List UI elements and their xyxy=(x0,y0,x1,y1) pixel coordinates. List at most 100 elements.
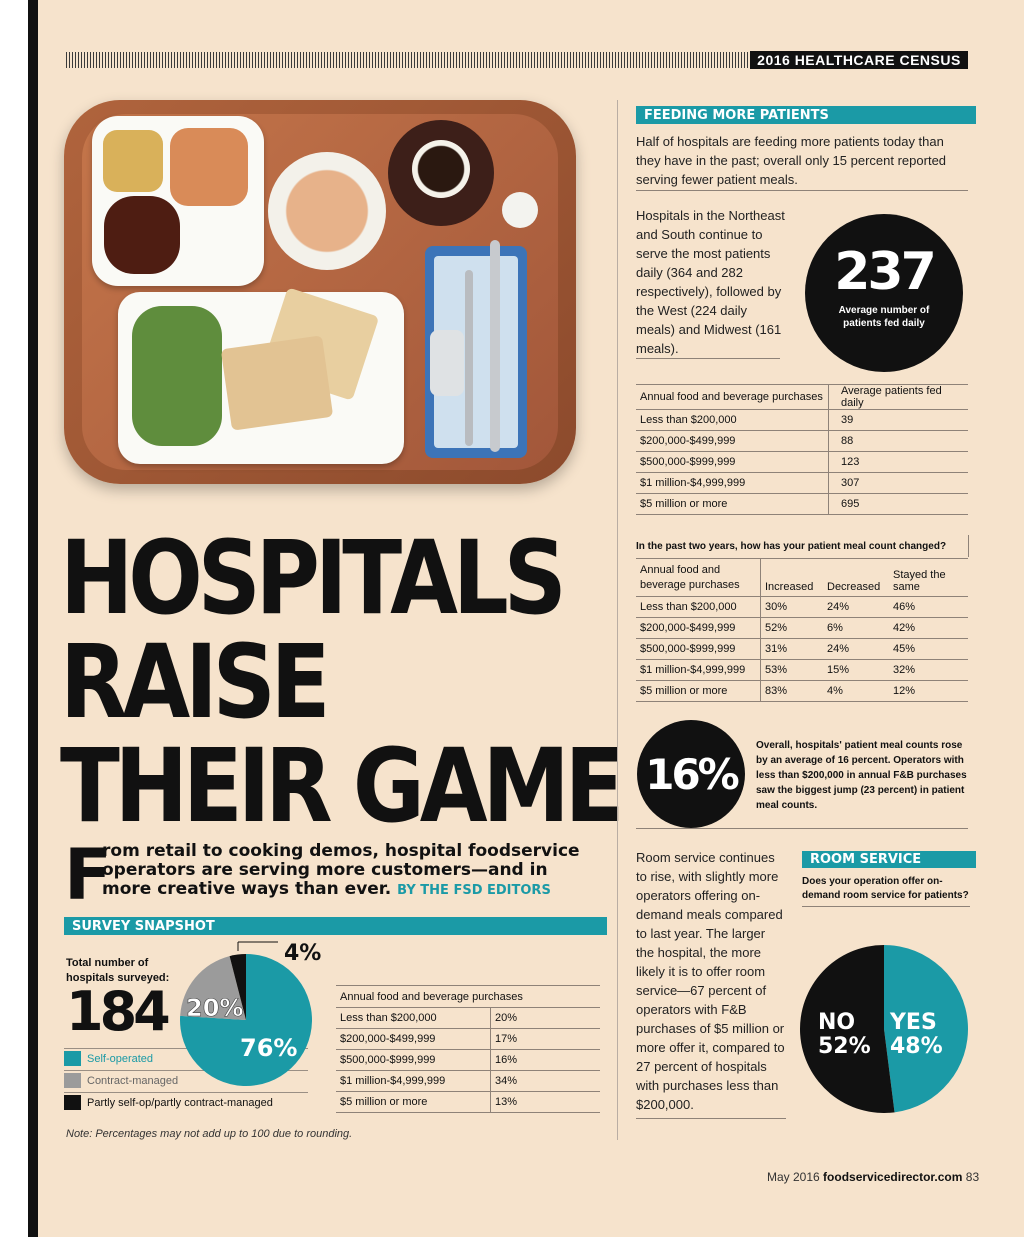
table-cell: 46% xyxy=(889,596,968,618)
table-cell: 17% xyxy=(490,1028,600,1050)
survey-pie-slices xyxy=(180,954,312,1086)
table-header: Increased xyxy=(760,558,823,597)
survey-pie-chart: 4% 20% 76% xyxy=(180,941,321,1086)
pie-slice-yes xyxy=(884,945,968,1113)
table-row: $500,000-$999,999 16% xyxy=(336,1049,600,1071)
table-cell: $1 million-$4,999,999 xyxy=(636,659,761,681)
table-cell: $5 million or more xyxy=(336,1091,491,1113)
table-cell: $200,000-$499,999 xyxy=(636,617,761,639)
total-label-line: hospitals surveyed: xyxy=(66,972,170,984)
headline-line: THEIR GAME xyxy=(60,727,625,846)
legend-item: Partly self-op/partly contract-managed xyxy=(64,1092,308,1112)
table-cell: 12% xyxy=(889,680,968,702)
feeding-regions: Hospitals in the Northeast and South con… xyxy=(636,208,785,356)
legend-swatch xyxy=(64,1095,81,1110)
drop-cap: F xyxy=(64,834,112,916)
survey-title: SURVEY SNAPSHOT xyxy=(64,917,607,935)
table-header: Stayed the same xyxy=(889,558,968,597)
legend-label: Contract-managed xyxy=(87,1074,179,1087)
table-cell: 53% xyxy=(760,659,823,681)
juice-glass xyxy=(103,130,163,192)
deck-body: rom retail to cooking demos, hospital fo… xyxy=(102,841,580,899)
table-header-line: beverage purchases xyxy=(640,578,740,591)
table-cell: 88 xyxy=(828,430,968,452)
divider xyxy=(636,1118,786,1119)
table-row: Less than $200,000 20% xyxy=(336,1007,600,1029)
table-cell: $5 million or more xyxy=(636,680,761,702)
table-cell: 45% xyxy=(889,638,968,660)
table-header: Annual food and beverage purchases xyxy=(636,384,829,410)
feeding-title: FEEDING MORE PATIENTS xyxy=(636,106,976,124)
patients-fed-table: Annual food and beverage purchases Averag… xyxy=(636,384,968,515)
legend-label: Self-operated xyxy=(87,1052,154,1065)
table-row: $5 million or more 695 xyxy=(636,493,968,515)
table-cell: Less than $200,000 xyxy=(636,409,829,431)
knife xyxy=(490,240,500,452)
table-cell: $5 million or more xyxy=(636,493,829,515)
table-cell: 39 xyxy=(828,409,968,431)
yes-value: 48% xyxy=(890,1034,943,1059)
table-row: $1 million-$4,999,999 307 xyxy=(636,472,968,494)
divider xyxy=(636,190,968,191)
legend-item: Self-operated xyxy=(64,1048,308,1068)
footer-date: May 2016 xyxy=(767,1170,820,1184)
room-service-pie-chart: NO 52% YES 48% xyxy=(800,945,968,1113)
table-cell: 13% xyxy=(490,1091,600,1113)
table-cell: Less than $200,000 xyxy=(336,1007,491,1029)
table-cell: 34% xyxy=(490,1070,600,1092)
total-count: 184 xyxy=(66,980,171,1043)
section-tag: 2016 HEALTHCARE CENSUS xyxy=(750,51,968,69)
table-header-line: Annual food and xyxy=(640,563,721,576)
feeding-intro: Half of hospitals are feeding more patie… xyxy=(636,134,947,187)
table-row: $1 million-$4,999,999 34% xyxy=(336,1070,600,1092)
table-cell: $200,000-$499,999 xyxy=(336,1028,491,1050)
purchase-share-table: Annual food and beverage purchases Less … xyxy=(336,985,600,1113)
average-patients-stat: 237 Average number of patients fed daily xyxy=(805,214,963,372)
table-cell: 695 xyxy=(828,493,968,515)
pie-label-contract: 20% xyxy=(186,994,243,1022)
headline: HOSPITALS RAISE THEIR GAME xyxy=(60,528,625,846)
footer-site: foodservicedirector.com xyxy=(823,1170,963,1184)
meal-count-question: In the past two years, how has your pati… xyxy=(636,535,969,557)
table-cell: $1 million-$4,999,999 xyxy=(336,1070,491,1092)
fruit-bowl xyxy=(268,152,386,270)
table-row: $200,000-$499,999 52% 6% 42% xyxy=(636,617,968,639)
byline: BY THE FSD EDITORS xyxy=(397,883,551,898)
yes-label: YES xyxy=(889,1010,937,1035)
table-cell: 24% xyxy=(823,596,889,618)
table-cell: $200,000-$499,999 xyxy=(636,430,829,452)
room-service-title: ROOM SERVICE xyxy=(802,851,976,868)
salt-shaker xyxy=(430,330,464,396)
table-row: $5 million or more 13% xyxy=(336,1091,600,1113)
stat-caption-line: patients fed daily xyxy=(843,318,925,329)
fork xyxy=(465,270,473,446)
table-cell: 123 xyxy=(828,451,968,473)
page-footer: May 2016 foodservicedirector.com 83 xyxy=(767,1170,979,1184)
table-row: $500,000-$999,999 123 xyxy=(636,451,968,473)
table-cell: 30% xyxy=(760,596,823,618)
table-cell: $500,000-$999,999 xyxy=(636,451,829,473)
rolls-pile xyxy=(170,128,248,206)
no-value: 52% xyxy=(818,1034,871,1059)
table-row: $1 million-$4,999,999 53% 15% 32% xyxy=(636,659,968,681)
table-cell: 52% xyxy=(760,617,823,639)
table-cell: $500,000-$999,999 xyxy=(336,1049,491,1071)
headline-line: RAISE xyxy=(60,623,331,742)
table-cell: 15% xyxy=(823,659,889,681)
table-cell: 42% xyxy=(889,617,968,639)
meal-count-rise-stat: 16% xyxy=(637,720,745,828)
room-service-question: Does your operation offer on-demand room… xyxy=(802,876,969,901)
table-cell: 16% xyxy=(490,1049,600,1071)
table-row: $5 million or more 83% 4% 12% xyxy=(636,680,968,702)
table-row: Less than $200,000 30% 24% 46% xyxy=(636,596,968,618)
table-cell: 6% xyxy=(823,617,889,639)
page-number: 83 xyxy=(965,1170,980,1184)
coffee-cup xyxy=(412,140,470,198)
table-header: Annual food and beverage purchases xyxy=(636,558,761,597)
table-cell: 307 xyxy=(828,472,968,494)
pie-slice-partly xyxy=(229,954,246,1020)
pie-label-contract-split: 4% xyxy=(284,941,321,966)
room-service-text: Room service continues to rise, with sli… xyxy=(636,850,785,1112)
table-cell: 32% xyxy=(889,659,968,681)
divider xyxy=(636,358,780,359)
